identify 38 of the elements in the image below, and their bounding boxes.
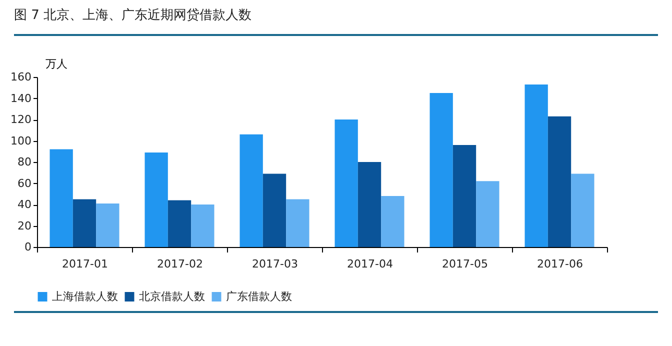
- bar: [191, 204, 214, 247]
- bar: [168, 200, 192, 247]
- bar: [524, 84, 548, 247]
- bar: [144, 152, 168, 247]
- bar: [96, 203, 120, 247]
- chart-title: 图 7 北京、上海、广东近期网贷借款人数: [14, 7, 252, 24]
- legend-label: 上海借款人数: [52, 290, 118, 303]
- x-tick-label: 2017-02: [157, 258, 203, 270]
- y-tick-label: 40: [18, 198, 32, 211]
- bar: [334, 120, 358, 247]
- bar: [476, 181, 500, 247]
- bar: [358, 162, 382, 247]
- y-tick-label: 60: [18, 176, 32, 190]
- y-tick-label: 100: [10, 134, 32, 148]
- legend-label: 北京借款人数: [139, 290, 205, 303]
- bar: [571, 174, 594, 247]
- y-tick-label: 140: [10, 92, 32, 105]
- legend-label: 广东借款人数: [226, 290, 292, 303]
- bar: [381, 196, 404, 247]
- x-tick-label: 2017-01: [62, 258, 108, 270]
- y-tick-label: 120: [10, 113, 32, 126]
- bar: [72, 199, 96, 247]
- x-tick-label: 2017-06: [537, 258, 583, 270]
- y-axis-title: 万人: [46, 58, 68, 70]
- bar: [262, 174, 286, 247]
- y-tick-label: 20: [18, 219, 32, 232]
- bar: [452, 145, 476, 247]
- bar: [286, 199, 310, 247]
- y-tick-label: 160: [10, 70, 32, 84]
- bar: [240, 134, 263, 247]
- x-tick-label: 2017-04: [347, 258, 393, 270]
- x-tick-label: 2017-03: [252, 258, 298, 270]
- bar: [430, 92, 453, 247]
- bar: [548, 116, 572, 247]
- y-tick-label: 80: [18, 156, 32, 168]
- y-tick-label: 0: [24, 240, 32, 254]
- bar: [50, 149, 73, 247]
- x-tick-label: 2017-05: [442, 258, 488, 270]
